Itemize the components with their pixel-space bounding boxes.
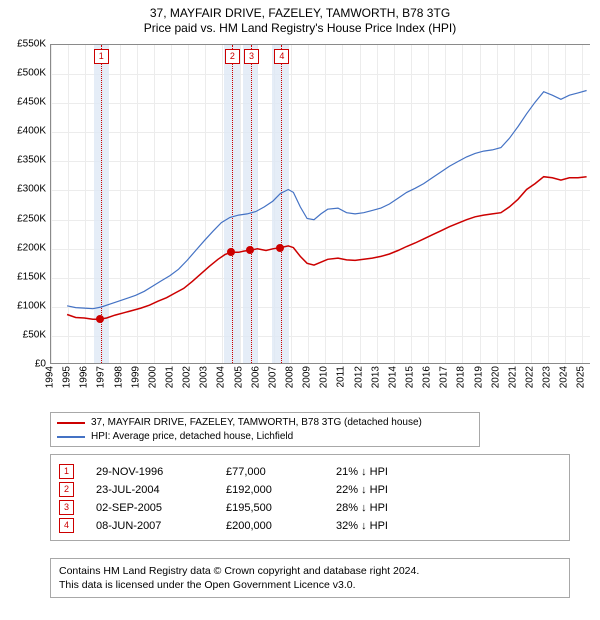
- x-axis-label: 2019: [473, 366, 484, 388]
- legend-swatch: [57, 436, 85, 438]
- transaction-flag: 1: [59, 464, 74, 479]
- x-axis-label: 2023: [542, 366, 553, 388]
- x-axis-label: 1996: [79, 366, 90, 388]
- page-title: 37, MAYFAIR DRIVE, FAZELEY, TAMWORTH, B7…: [0, 6, 600, 20]
- x-axis-label: 2006: [250, 366, 261, 388]
- x-axis-label: 2011: [336, 366, 347, 388]
- transaction-row: 2 23-JUL-2004£192,00022% ↓ HPI: [59, 482, 561, 497]
- y-axis-label: £200K: [17, 242, 46, 253]
- x-axis-label: 1999: [130, 366, 141, 388]
- x-axis-label: 2005: [233, 366, 244, 388]
- transaction-flag: 4: [59, 518, 74, 533]
- x-axis-label: 2015: [405, 366, 416, 388]
- x-axis-label: 2018: [456, 366, 467, 388]
- y-axis-label: £550K: [17, 39, 46, 50]
- transaction-flag: 2: [59, 482, 74, 497]
- x-axis-label: 1995: [62, 366, 73, 388]
- y-axis-label: £500K: [17, 68, 46, 79]
- series-price_paid: [67, 177, 587, 320]
- transaction-date: 08-JUN-2007: [96, 520, 226, 532]
- y-axis-label: £450K: [17, 97, 46, 108]
- x-axis-label: 2007: [267, 366, 278, 388]
- x-axis-label: 2000: [147, 366, 158, 388]
- transaction-price: £200,000: [226, 520, 336, 532]
- x-axis-label: 2021: [507, 366, 518, 388]
- transaction-price: £192,000: [226, 484, 336, 496]
- y-axis-label: £150K: [17, 271, 46, 282]
- transaction-price: £195,500: [226, 502, 336, 514]
- x-axis-label: 2013: [370, 366, 381, 388]
- page-subtitle: Price paid vs. HM Land Registry's House …: [0, 21, 600, 35]
- transaction-flag: 3: [59, 500, 74, 515]
- transaction-delta: 28% ↓ HPI: [336, 502, 561, 514]
- transaction-date: 23-JUL-2004: [96, 484, 226, 496]
- y-axis-label: £350K: [17, 155, 46, 166]
- x-axis-label: 2003: [199, 366, 210, 388]
- legend-item: HPI: Average price, detached house, Lich…: [57, 430, 473, 444]
- attribution-footer: Contains HM Land Registry data © Crown c…: [50, 558, 570, 598]
- transaction-delta: 21% ↓ HPI: [336, 466, 561, 478]
- transaction-date: 29-NOV-1996: [96, 466, 226, 478]
- x-axis-label: 2010: [319, 366, 330, 388]
- transaction-row: 4 08-JUN-2007£200,00032% ↓ HPI: [59, 518, 561, 533]
- legend-item: 37, MAYFAIR DRIVE, FAZELEY, TAMWORTH, B7…: [57, 416, 473, 430]
- legend-swatch: [57, 422, 85, 424]
- transaction-delta: 32% ↓ HPI: [336, 520, 561, 532]
- x-axis-label: 2009: [302, 366, 313, 388]
- transaction-delta: 22% ↓ HPI: [336, 484, 561, 496]
- x-axis-label: 2014: [387, 366, 398, 388]
- x-axis-label: 2017: [439, 366, 450, 388]
- x-axis-label: 2004: [216, 366, 227, 388]
- x-axis-label: 2024: [559, 366, 570, 388]
- x-axis-label: 1998: [113, 366, 124, 388]
- price-marker: [276, 244, 284, 252]
- transaction-row: 3 02-SEP-2005£195,50028% ↓ HPI: [59, 500, 561, 515]
- footer-line: This data is licensed under the Open Gov…: [59, 578, 561, 592]
- legend: 37, MAYFAIR DRIVE, FAZELEY, TAMWORTH, B7…: [50, 412, 480, 447]
- transaction-date: 02-SEP-2005: [96, 502, 226, 514]
- transaction-price: £77,000: [226, 466, 336, 478]
- legend-label: 37, MAYFAIR DRIVE, FAZELEY, TAMWORTH, B7…: [91, 416, 422, 430]
- transaction-table: 1 29-NOV-1996£77,00021% ↓ HPI 2 23-JUL-2004…: [50, 454, 570, 541]
- price-marker: [227, 248, 235, 256]
- x-axis-label: 2012: [353, 366, 364, 388]
- y-axis-label: £400K: [17, 126, 46, 137]
- x-axis-label: 2016: [422, 366, 433, 388]
- x-axis-label: 2022: [525, 366, 536, 388]
- x-axis-label: 2020: [490, 366, 501, 388]
- y-axis-label: £250K: [17, 213, 46, 224]
- y-axis-label: £100K: [17, 300, 46, 311]
- y-axis-label: £300K: [17, 184, 46, 195]
- legend-label: HPI: Average price, detached house, Lich…: [91, 430, 293, 444]
- transaction-row: 1 29-NOV-1996£77,00021% ↓ HPI: [59, 464, 561, 479]
- footer-line: Contains HM Land Registry data © Crown c…: [59, 564, 561, 578]
- x-axis-label: 2001: [165, 366, 176, 388]
- x-axis-label: 1994: [45, 366, 56, 388]
- price-marker: [96, 315, 104, 323]
- y-axis-label: £50K: [23, 329, 46, 340]
- price-chart: 1234 £0£50K£100K£150K£200K£250K£300K£350…: [50, 44, 590, 394]
- x-axis-label: 2002: [182, 366, 193, 388]
- x-axis-label: 1997: [96, 366, 107, 388]
- x-axis-label: 2025: [576, 366, 587, 388]
- series-hpi: [67, 91, 587, 309]
- x-axis-label: 2008: [285, 366, 296, 388]
- price-marker: [246, 246, 254, 254]
